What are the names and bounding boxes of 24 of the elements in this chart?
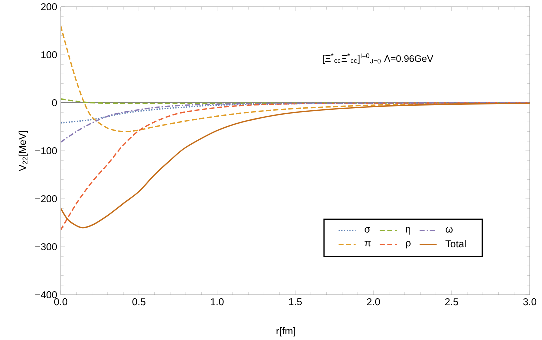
- line-series: [61, 102, 530, 144]
- y-tick-label: −400: [36, 291, 58, 299]
- x-tick-label: 1.0: [211, 298, 224, 306]
- y-tick-label: −300: [36, 243, 58, 251]
- legend-label: η: [406, 227, 410, 235]
- x-axis-title: r[fm]: [276, 327, 296, 337]
- legend-label: Total: [446, 240, 466, 248]
- legend-label: π: [364, 241, 371, 247]
- x-tick-label: 1.5: [289, 298, 302, 306]
- x-tick-label: 2.0: [367, 298, 380, 306]
- y-tick-label: 100: [42, 51, 58, 59]
- y-tick-label: 200: [41, 3, 58, 11]
- y-tick-label: −100: [36, 147, 58, 155]
- x-tick-label: 0.5: [132, 298, 146, 306]
- x-tick-label: 3.0: [523, 298, 537, 306]
- text: [Ξ$^{*}$$_{cc}$Ξ̄$^{*}$$_{cc}$]$^{I=0}$$_{J=0}$ Λ=0.96GeV: [323, 54, 434, 64]
- y-tick-label: 0: [52, 99, 58, 107]
- y-tick-label: −200: [36, 195, 58, 203]
- legend-label: ρ: [406, 241, 411, 249]
- y-axis-title: V$_{22}$[MeV]: [18, 131, 28, 172]
- legend-label: ω: [446, 227, 453, 233]
- x-tick-label: 0.0: [54, 298, 68, 306]
- legend-label: σ: [364, 227, 370, 233]
- x-tick-label: 2.5: [445, 298, 458, 306]
